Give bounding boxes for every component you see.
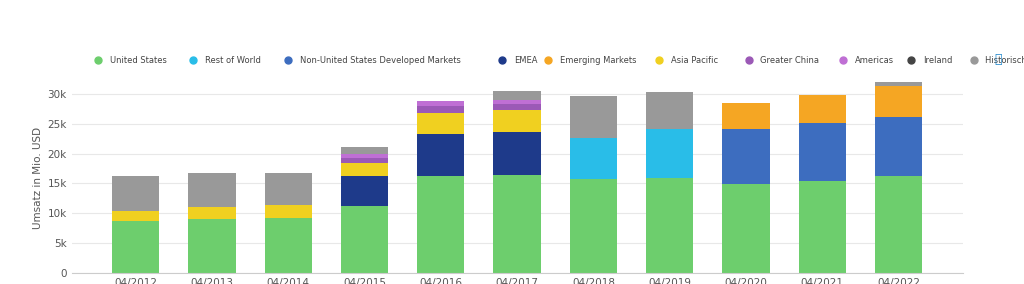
Bar <box>417 113 465 134</box>
Text: United States: United States <box>111 56 167 65</box>
Bar <box>188 173 236 207</box>
Bar <box>494 132 541 175</box>
Bar <box>188 207 236 219</box>
Text: Asia Pacific: Asia Pacific <box>671 56 718 65</box>
Bar <box>264 173 312 205</box>
Bar <box>494 100 541 104</box>
Bar <box>341 206 388 273</box>
Bar <box>569 96 617 138</box>
Bar <box>722 103 770 129</box>
Bar <box>264 218 312 273</box>
Bar <box>417 176 465 273</box>
Bar <box>113 221 160 273</box>
Bar <box>494 104 541 110</box>
Text: Emerging Markets: Emerging Markets <box>560 56 636 65</box>
Text: Rest of World: Rest of World <box>205 56 261 65</box>
Bar <box>341 176 388 206</box>
Bar <box>569 138 617 179</box>
Text: Non-United States Developed Markets: Non-United States Developed Markets <box>300 56 461 65</box>
Text: Umsatz nach Regionen von Medtronic: Umsatz nach Regionen von Medtronic <box>374 12 650 27</box>
Text: 🔍: 🔍 <box>994 53 1002 66</box>
Y-axis label: Umsatz in Mio. USD: Umsatz in Mio. USD <box>33 126 43 229</box>
Bar <box>646 178 693 273</box>
Bar <box>417 106 465 113</box>
Bar <box>874 77 922 86</box>
Bar <box>341 163 388 176</box>
Bar <box>264 205 312 218</box>
Bar <box>646 129 693 178</box>
Bar <box>646 92 693 129</box>
Bar <box>799 181 846 273</box>
Bar <box>874 176 922 273</box>
Bar <box>494 91 541 100</box>
Bar <box>799 95 846 123</box>
Bar <box>494 110 541 132</box>
Text: Americas: Americas <box>855 56 894 65</box>
Bar <box>874 86 922 117</box>
Bar <box>417 134 465 176</box>
Bar <box>494 175 541 273</box>
Text: EMEA: EMEA <box>514 56 538 65</box>
Bar <box>341 158 388 163</box>
Bar <box>722 184 770 273</box>
Text: Greater China: Greater China <box>761 56 819 65</box>
Bar <box>341 154 388 158</box>
Text: Ireland: Ireland <box>923 56 952 65</box>
Text: Historische Regionen: Historische Regionen <box>985 56 1024 65</box>
Bar <box>569 179 617 273</box>
Bar <box>188 219 236 273</box>
Bar <box>341 147 388 154</box>
Bar <box>799 123 846 181</box>
Bar <box>417 101 465 106</box>
Bar <box>874 117 922 176</box>
Bar <box>722 129 770 184</box>
Bar <box>113 211 160 221</box>
Bar <box>113 176 160 211</box>
